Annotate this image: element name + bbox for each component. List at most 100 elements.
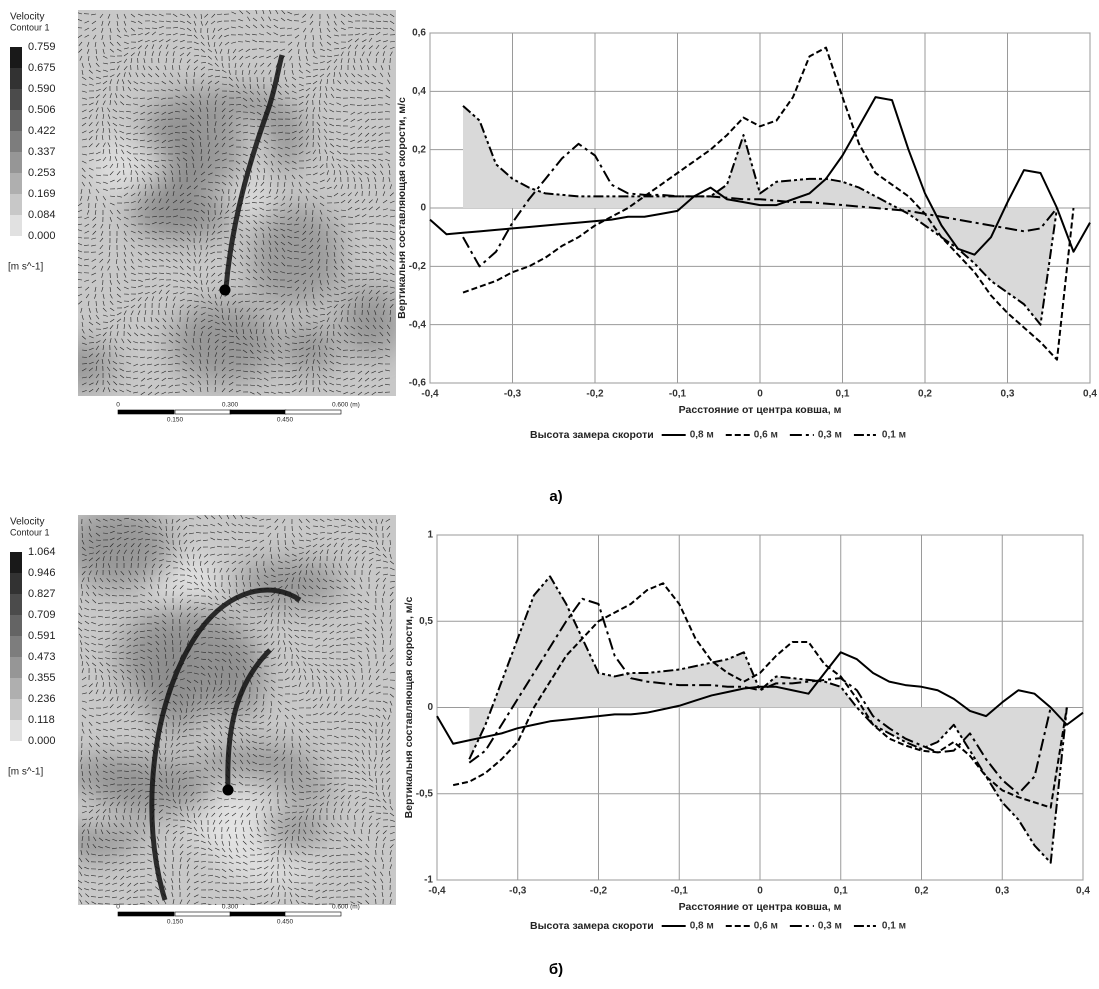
vector-arrow [357, 881, 363, 884]
vector-arrow [361, 784, 367, 788]
vector-arrow [305, 532, 311, 535]
vector-arrow [242, 138, 248, 141]
vector-arrow [99, 258, 104, 263]
vector-arrow [347, 742, 353, 746]
vector-arrow [169, 332, 174, 337]
vector-arrow [179, 707, 183, 713]
vector-arrow [256, 104, 262, 107]
vector-arrow [137, 230, 143, 235]
vector-arrow [165, 823, 171, 828]
vector-arrow [193, 606, 199, 611]
vector-arrow [368, 675, 371, 681]
vector-arrow [329, 882, 335, 885]
vector-arrow [123, 324, 125, 330]
vector-arrow [214, 896, 220, 899]
vector-arrow [268, 233, 272, 239]
vector-arrow [301, 258, 307, 262]
vector-arrow [193, 48, 199, 51]
vector-arrow [298, 328, 304, 331]
vector-arrow [375, 553, 381, 557]
vector-arrow [144, 696, 148, 702]
vector-arrow [375, 518, 378, 524]
vector-arrow [305, 347, 311, 351]
vector-arrow [92, 230, 97, 235]
vector-arrow [137, 39, 143, 43]
vector-arrow [88, 181, 92, 187]
vector-arrow [105, 662, 111, 667]
vector-arrow [350, 125, 356, 128]
vector-arrow [179, 670, 185, 674]
vector-arrow [281, 254, 286, 260]
vector-arrow [200, 179, 206, 183]
vector-arrow [322, 882, 328, 885]
vector-arrow [102, 682, 104, 688]
vector-arrow [126, 664, 132, 667]
vector-arrow [81, 532, 84, 538]
vector-arrow [245, 262, 251, 267]
vector-arrow [161, 118, 167, 121]
vector-arrow [318, 128, 321, 134]
vector-arrow [87, 577, 90, 583]
vector-arrow [105, 630, 111, 632]
vector-arrow [171, 756, 174, 762]
vector-arrow [336, 355, 342, 358]
vector-arrow [78, 264, 83, 267]
vector-arrow [81, 328, 85, 334]
vector-arrow [375, 571, 380, 576]
vector-arrow [368, 721, 373, 727]
vector-arrow [287, 286, 293, 289]
vector-arrow [340, 720, 346, 723]
vector-arrow [312, 550, 318, 555]
vector-arrow [310, 570, 314, 576]
vector-arrow [305, 202, 307, 209]
vector-arrow [155, 318, 160, 323]
vector-arrow [85, 591, 90, 597]
vector-arrow [126, 144, 132, 148]
vector-arrow [165, 296, 168, 302]
vector-arrow [231, 26, 237, 29]
vector-arrow [375, 770, 377, 776]
vector-arrow [305, 121, 309, 127]
vector-arrow [361, 39, 367, 43]
vector-arrow [80, 654, 83, 660]
vector-arrow [205, 279, 209, 285]
vector-arrow [312, 326, 318, 330]
vector-arrow [253, 307, 258, 312]
vector-arrow [196, 791, 202, 794]
vector-arrow [199, 107, 202, 113]
vector-arrow [336, 96, 342, 99]
vector-arrow [375, 546, 380, 551]
vector-arrow [351, 170, 356, 176]
vector-arrow [378, 391, 384, 393]
vector-arrow [368, 805, 374, 807]
vector-arrow [305, 682, 309, 688]
vector-arrow [88, 809, 93, 814]
vector-arrow [242, 574, 244, 581]
vector-arrow [162, 627, 167, 632]
vector-arrow [291, 124, 297, 127]
vector-arrow [210, 775, 216, 779]
vector-arrow [326, 801, 329, 807]
vector-arrow [246, 812, 251, 817]
vector-arrow [317, 570, 321, 576]
vector-arrow [296, 300, 300, 306]
vector-arrow [385, 348, 391, 351]
vector-arrow [242, 328, 245, 334]
vector-arrow [240, 738, 244, 744]
vector-arrow [130, 801, 135, 807]
vector-arrow [266, 525, 272, 529]
vector-arrow [144, 795, 149, 800]
vector-arrow [189, 763, 195, 765]
vector-arrow [316, 577, 321, 583]
vector-arrow [277, 125, 283, 127]
vector-arrow [154, 391, 160, 395]
vector-arrow [193, 72, 195, 78]
vector-arrow [340, 286, 346, 289]
vector-arrow [78, 272, 83, 274]
vector-arrow [186, 633, 190, 639]
vector-arrow [263, 826, 267, 832]
scale-segment [284, 409, 342, 415]
vector-arrow [228, 616, 234, 619]
vector-arrow [269, 181, 272, 187]
vector-arrow [146, 630, 153, 632]
